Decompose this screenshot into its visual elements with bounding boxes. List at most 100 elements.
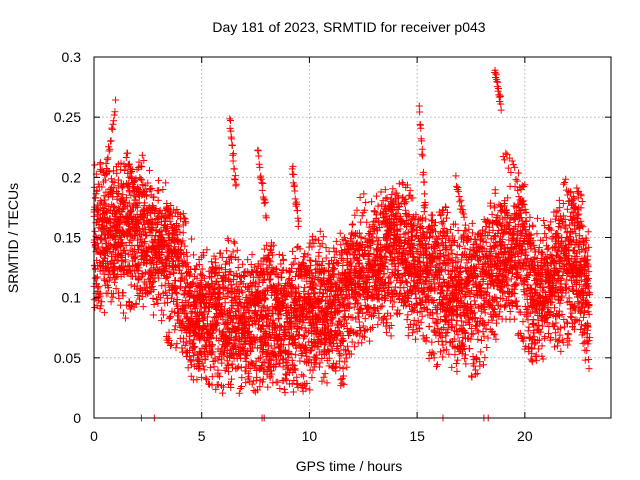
data-point-marker (339, 365, 347, 373)
data-point-marker (449, 237, 457, 245)
data-point-marker (139, 190, 147, 198)
data-point-marker (572, 230, 580, 238)
data-point-marker (470, 362, 478, 370)
data-point-marker (119, 309, 127, 317)
data-point-marker (314, 276, 322, 284)
data-point-marker (147, 271, 155, 279)
data-point-marker (296, 357, 304, 365)
data-point-marker (526, 213, 534, 221)
data-point-marker (141, 268, 149, 276)
data-point-marker (440, 225, 448, 233)
data-point-marker (155, 187, 163, 195)
data-point-marker (374, 321, 382, 329)
data-point-marker (230, 238, 238, 246)
data-point-marker (200, 335, 208, 343)
data-point-marker (207, 296, 215, 304)
data-point-marker (98, 298, 106, 306)
data-point-marker (310, 289, 318, 297)
data-point-marker (231, 239, 239, 247)
data-point-marker (404, 311, 412, 319)
data-point-marker (322, 254, 330, 262)
data-point-marker (396, 310, 404, 318)
data-point-marker (91, 161, 99, 169)
data-point-marker (250, 386, 258, 394)
data-point-marker (566, 212, 574, 220)
data-point-marker (285, 341, 293, 349)
data-point-marker (202, 342, 210, 350)
data-point-marker (358, 212, 366, 220)
data-point-marker (146, 166, 154, 174)
data-point-marker (388, 292, 396, 300)
data-point-marker (139, 181, 147, 189)
data-point-marker (439, 353, 447, 361)
data-point-marker (484, 318, 492, 326)
data-point-marker (439, 207, 447, 215)
data-point-marker (229, 275, 237, 283)
data-point-marker (308, 243, 316, 251)
data-point-marker (483, 344, 491, 352)
data-point-marker (532, 281, 540, 289)
data-point-marker (440, 217, 448, 225)
data-point-marker (173, 295, 181, 303)
data-point-marker (206, 364, 214, 372)
data-point-marker (432, 331, 440, 339)
data-point-marker (358, 263, 366, 271)
data-point-marker (348, 338, 356, 346)
data-point-marker (481, 309, 489, 317)
data-point-marker (204, 351, 212, 359)
data-point-marker (303, 379, 311, 387)
data-point-marker (443, 229, 451, 237)
data-point-marker (308, 374, 316, 382)
data-point-marker (155, 291, 163, 299)
data-point-marker (448, 232, 456, 240)
data-point-marker (171, 322, 179, 330)
data-point-marker (388, 303, 396, 311)
data-point-marker (409, 253, 417, 261)
data-point-marker (433, 361, 441, 369)
data-point-marker (393, 209, 401, 217)
data-point-marker (266, 361, 274, 369)
data-point-marker (438, 337, 446, 345)
data-point-marker (244, 307, 252, 315)
data-point-marker (93, 273, 101, 281)
data-point-marker (428, 348, 436, 356)
data-point-marker (234, 256, 242, 264)
data-point-marker (289, 340, 297, 348)
data-point-marker (311, 275, 319, 283)
data-point-marker (321, 370, 329, 378)
data-point-marker (147, 260, 155, 268)
data-point-marker (119, 191, 127, 199)
data-point-marker (584, 228, 592, 236)
data-point-marker (470, 297, 478, 305)
data-point-marker (462, 310, 470, 318)
data-point-marker (556, 331, 564, 339)
data-point-marker (554, 337, 562, 345)
data-point-marker (181, 242, 189, 250)
data-point-marker (351, 211, 359, 219)
data-point-marker (560, 323, 568, 331)
data-point-marker (172, 220, 180, 228)
data-point-marker (226, 309, 234, 317)
data-point-marker (125, 262, 133, 270)
data-point-marker (261, 358, 269, 366)
data-point-marker (491, 189, 499, 197)
data-point-marker (114, 250, 122, 258)
data-point-marker (337, 376, 345, 384)
data-point-marker (125, 199, 133, 207)
data-point-marker (154, 196, 162, 204)
data-point-marker (96, 159, 104, 167)
data-point-marker (347, 350, 355, 358)
data-point-marker (415, 254, 423, 262)
data-point-marker (338, 336, 346, 344)
data-point-marker (212, 385, 220, 393)
data-point-marker (577, 204, 585, 212)
data-point-marker (150, 277, 158, 285)
data-point-marker (193, 376, 201, 384)
data-point-marker (290, 339, 298, 347)
data-point-marker (214, 281, 222, 289)
data-point-marker (340, 380, 348, 388)
data-point-marker (109, 262, 117, 270)
data-point-marker (176, 228, 184, 236)
data-point-marker (524, 316, 532, 324)
data-point-marker (223, 292, 231, 300)
